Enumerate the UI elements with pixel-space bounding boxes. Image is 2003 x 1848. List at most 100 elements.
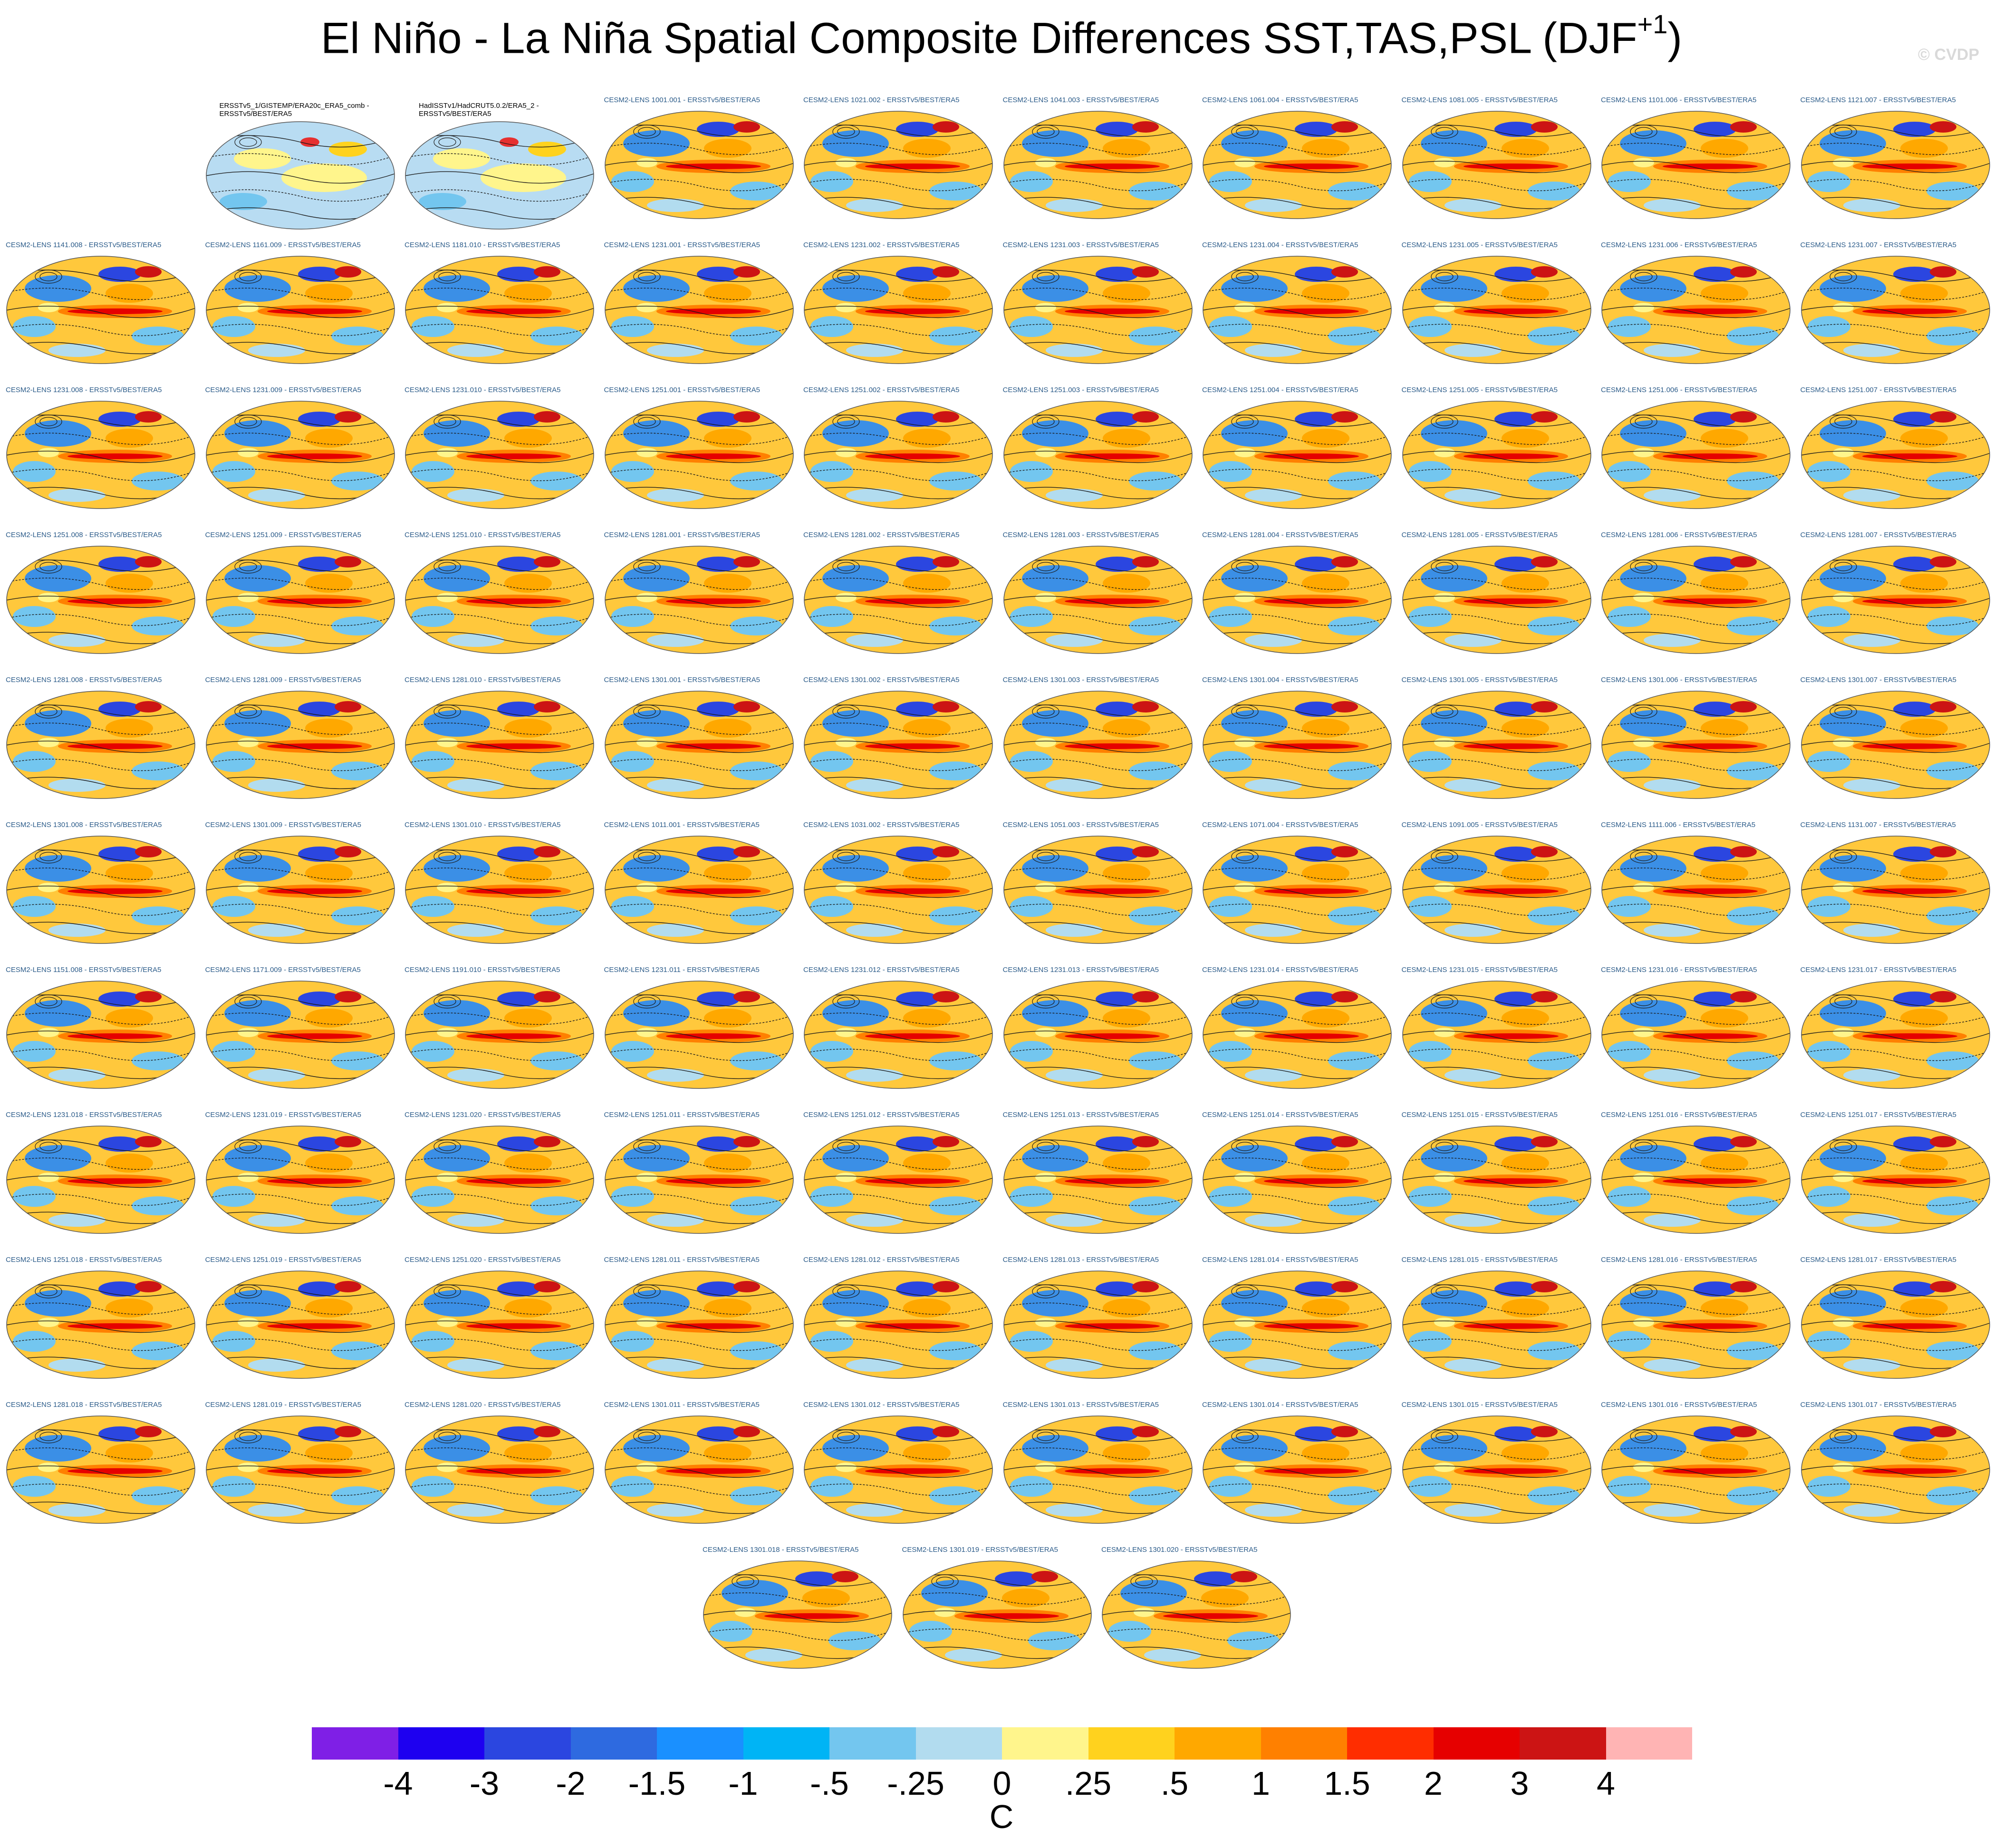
panel-label: CESM2-LENS 1301.014 - ERSSTv5/BEST/ERA5 [1202, 1401, 1358, 1409]
map-panel: CESM2-LENS 1021.002 - ERSSTv5/BEST/ERA5 [803, 96, 993, 224]
panel-label: CESM2-LENS 1251.003 - ERSSTv5/BEST/ERA5 [1002, 386, 1159, 394]
map-panel: CESM2-LENS 1141.008 - ERSSTv5/BEST/ERA5 [6, 241, 196, 369]
panel-label: CESM2-LENS 1301.013 - ERSSTv5/BEST/ERA5 [1002, 1401, 1159, 1409]
map-plot [1402, 256, 1591, 364]
map-plot [405, 401, 594, 509]
map-plot [804, 836, 993, 944]
map-plot [205, 546, 395, 654]
panel-label: CESM2-LENS 1281.017 - ERSSTv5/BEST/ERA5 [1800, 1256, 1956, 1264]
map-panel: CESM2-LENS 1281.002 - ERSSTv5/BEST/ERA5 [803, 531, 993, 659]
colorbar-swatch [1002, 1727, 1088, 1760]
panel-label: CESM2-LENS 1251.015 - ERSSTv5/BEST/ERA5 [1401, 1111, 1558, 1119]
map-plot [405, 1126, 594, 1234]
map-plot [205, 401, 395, 509]
panel-label: CESM2-LENS 1231.012 - ERSSTv5/BEST/ERA5 [803, 966, 960, 974]
map-plot [205, 1126, 395, 1234]
map-panel: CESM2-LENS 1061.004 - ERSSTv5/BEST/ERA5 [1202, 96, 1392, 224]
map-panel: CESM2-LENS 1251.016 - ERSSTv5/BEST/ERA5 [1601, 1111, 1791, 1239]
map-panel: CESM2-LENS 1251.013 - ERSSTv5/BEST/ERA5 [1003, 1111, 1193, 1239]
map-panel: CESM2-LENS 1301.007 - ERSSTv5/BEST/ERA5 [1801, 676, 1991, 804]
map-plot [1003, 256, 1193, 364]
colorbar-swatch [1606, 1727, 1692, 1760]
map-panel: CESM2-LENS 1281.004 - ERSSTv5/BEST/ERA5 [1202, 531, 1392, 659]
map-panel: CESM2-LENS 1231.017 - ERSSTv5/BEST/ERA5 [1801, 966, 1991, 1094]
map-panel: CESM2-LENS 1301.012 - ERSSTv5/BEST/ERA5 [803, 1401, 993, 1529]
colorbar-tick-label: -.25 [887, 1765, 944, 1802]
panel-label: CESM2-LENS 1251.002 - ERSSTv5/BEST/ERA5 [803, 386, 960, 394]
colorbar-swatch [1520, 1727, 1606, 1760]
map-panel: CESM2-LENS 1281.009 - ERSSTv5/BEST/ERA5 [205, 676, 395, 804]
map-panel: CESM2-LENS 1281.017 - ERSSTv5/BEST/ERA5 [1801, 1256, 1991, 1384]
map-panel: CESM2-LENS 1301.014 - ERSSTv5/BEST/ERA5 [1202, 1401, 1392, 1529]
panel-label: CESM2-LENS 1251.013 - ERSSTv5/BEST/ERA5 [1002, 1111, 1159, 1119]
map-panel: CESM2-LENS 1231.015 - ERSSTv5/BEST/ERA5 [1402, 966, 1592, 1094]
map-panel: CESM2-LENS 1071.004 - ERSSTv5/BEST/ERA5 [1202, 821, 1392, 949]
map-plot [1402, 981, 1591, 1089]
map-panel: CESM2-LENS 1301.005 - ERSSTv5/BEST/ERA5 [1402, 676, 1592, 804]
map-panel: ERSSTv5_1/GISTEMP/ERA20c_ERA5_comb - ERS… [205, 102, 395, 230]
map-plot [604, 1415, 794, 1524]
map-panel: CESM2-LENS 1231.018 - ERSSTv5/BEST/ERA5 [6, 1111, 196, 1239]
map-panel: CESM2-LENS 1081.005 - ERSSTv5/BEST/ERA5 [1402, 96, 1592, 224]
map-panel: CESM2-LENS 1251.015 - ERSSTv5/BEST/ERA5 [1402, 1111, 1592, 1239]
map-panel: CESM2-LENS 1281.010 - ERSSTv5/BEST/ERA5 [404, 676, 595, 804]
map-panel: CESM2-LENS 1051.003 - ERSSTv5/BEST/ERA5 [1003, 821, 1193, 949]
colorbar-swatch [657, 1727, 743, 1760]
panel-label: CESM2-LENS 1041.003 - ERSSTv5/BEST/ERA5 [1002, 96, 1159, 104]
map-plot [405, 1415, 594, 1524]
map-plot [604, 836, 794, 944]
map-panel: CESM2-LENS 1231.010 - ERSSTv5/BEST/ERA5 [404, 386, 595, 514]
panel-label: CESM2-LENS 1301.001 - ERSSTv5/BEST/ERA5 [604, 676, 760, 684]
map-panel: CESM2-LENS 1281.018 - ERSSTv5/BEST/ERA5 [6, 1401, 196, 1529]
map-panel: CESM2-LENS 1251.010 - ERSSTv5/BEST/ERA5 [404, 531, 595, 659]
map-panel: CESM2-LENS 1301.018 - ERSSTv5/BEST/ERA5 [703, 1546, 893, 1674]
map-panel: CESM2-LENS 1231.002 - ERSSTv5/BEST/ERA5 [803, 241, 993, 369]
panel-label: CESM2-LENS 1301.018 - ERSSTv5/BEST/ERA5 [703, 1546, 859, 1554]
panel-label: CESM2-LENS 1301.010 - ERSSTv5/BEST/ERA5 [404, 821, 561, 829]
panel-label: CESM2-LENS 1301.005 - ERSSTv5/BEST/ERA5 [1401, 676, 1558, 684]
map-plot [205, 256, 395, 364]
map-panel: CESM2-LENS 1251.012 - ERSSTv5/BEST/ERA5 [803, 1111, 993, 1239]
colorbar-swatch [743, 1727, 829, 1760]
map-panel: CESM2-LENS 1301.004 - ERSSTv5/BEST/ERA5 [1202, 676, 1392, 804]
panel-label: CESM2-LENS 1251.016 - ERSSTv5/BEST/ERA5 [1601, 1111, 1757, 1119]
map-panel: CESM2-LENS 1251.014 - ERSSTv5/BEST/ERA5 [1202, 1111, 1392, 1239]
map-plot [1402, 401, 1591, 509]
map-plot [1402, 546, 1591, 654]
panel-label: HadISSTv1/HadCRUT5.0.2/ERA5_2 - ERSSTv5/… [419, 102, 539, 118]
panel-label: CESM2-LENS 1301.004 - ERSSTv5/BEST/ERA5 [1202, 676, 1358, 684]
panel-label: CESM2-LENS 1281.018 - ERSSTv5/BEST/ERA5 [6, 1401, 162, 1409]
colorbar-swatch [829, 1727, 916, 1760]
panel-label: CESM2-LENS 1181.010 - ERSSTv5/BEST/ERA5 [404, 241, 560, 249]
panel-label: CESM2-LENS 1101.006 - ERSSTv5/BEST/ERA5 [1601, 96, 1757, 104]
map-panel: CESM2-LENS 1301.002 - ERSSTv5/BEST/ERA5 [803, 676, 993, 804]
colorbar-swatch [484, 1727, 571, 1760]
panel-label: CESM2-LENS 1301.006 - ERSSTv5/BEST/ERA5 [1601, 676, 1757, 684]
panel-label: CESM2-LENS 1281.007 - ERSSTv5/BEST/ERA5 [1800, 531, 1956, 539]
map-panel: HadISSTv1/HadCRUT5.0.2/ERA5_2 - ERSSTv5/… [404, 102, 595, 230]
map-plot [604, 981, 794, 1089]
map-plot [1601, 1126, 1791, 1234]
map-plot [1003, 981, 1193, 1089]
map-plot [1601, 836, 1791, 944]
map-panel: CESM2-LENS 1251.002 - ERSSTv5/BEST/ERA5 [803, 386, 993, 514]
map-panel: CESM2-LENS 1231.016 - ERSSTv5/BEST/ERA5 [1601, 966, 1791, 1094]
map-panel: CESM2-LENS 1231.012 - ERSSTv5/BEST/ERA5 [803, 966, 993, 1094]
map-panel: CESM2-LENS 1301.019 - ERSSTv5/BEST/ERA5 [902, 1546, 1092, 1674]
panel-label: CESM2-LENS 1301.020 - ERSSTv5/BEST/ERA5 [1101, 1546, 1258, 1554]
panel-label: CESM2-LENS 1231.007 - ERSSTv5/BEST/ERA5 [1800, 241, 1956, 249]
colorbar-swatch [1175, 1727, 1261, 1760]
map-panel: CESM2-LENS 1251.019 - ERSSTv5/BEST/ERA5 [205, 1256, 395, 1384]
map-plot [1402, 1415, 1591, 1524]
panel-label: CESM2-LENS 1251.007 - ERSSTv5/BEST/ERA5 [1800, 386, 1956, 394]
panel-label: CESM2-LENS 1301.009 - ERSSTv5/BEST/ERA5 [205, 821, 361, 829]
map-plot [1003, 1415, 1193, 1524]
colorbar-ticks: -4 -3 -2 -1.5 -1 -.5 -.25 0 .25 .5 1 1.5 2 3 4 [0, 1764, 2003, 1807]
map-plot [1801, 836, 1990, 944]
map-plot [703, 1560, 892, 1669]
map-panel: CESM2-LENS 1251.017 - ERSSTv5/BEST/ERA5 [1801, 1111, 1991, 1239]
colorbar-tick-label: 2 [1424, 1765, 1443, 1802]
panel-label: CESM2-LENS 1231.011 - ERSSTv5/BEST/ERA5 [604, 966, 760, 974]
map-panel: CESM2-LENS 1251.018 - ERSSTv5/BEST/ERA5 [6, 1256, 196, 1384]
map-panel: CESM2-LENS 1031.002 - ERSSTv5/BEST/ERA5 [803, 821, 993, 949]
